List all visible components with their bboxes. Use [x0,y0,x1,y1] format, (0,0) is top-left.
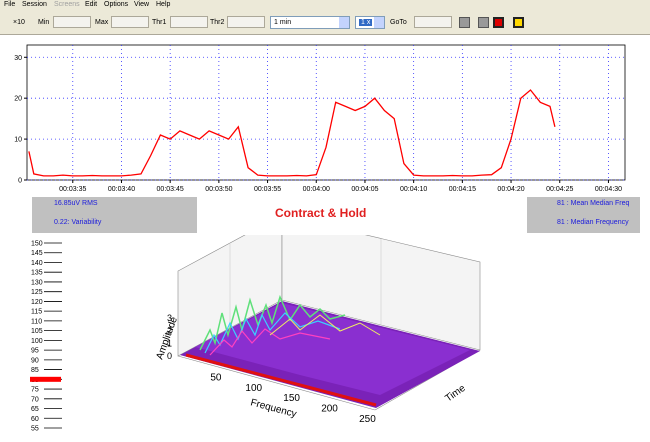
x-tick-label: 00:04:15 [449,186,476,193]
stats-left: 16.85uV RMS 0.22: Variability [32,197,197,233]
x-tick-label: 00:04:05 [351,186,378,193]
level-tick-label: 130 [31,279,43,286]
spectrum-surface [180,294,480,408]
toolbar: ×10 Min Max Thr1 Thr2 1 min 1 x GoTo [0,11,650,35]
level-tick-label: 60 [31,416,39,423]
gray-button[interactable] [478,17,489,28]
goto-input[interactable] [414,16,452,28]
frequency-tick: 50 [210,372,222,383]
menu-item[interactable]: Options [104,1,129,8]
level-tick-label: 95 [31,348,39,355]
x-tick-label: 00:03:45 [157,186,184,193]
mean-median-freq: 81 : Mean Median Freq [557,200,630,207]
rms-text: 16.85uV RMS [54,200,98,207]
speed-value: 1 x [359,19,373,26]
thr2-input[interactable] [227,16,265,28]
menu-item[interactable]: Screens [54,1,80,8]
amplitude-tick: 1 [167,338,172,348]
max-label: Max [95,19,109,26]
level-tick-label: 140 [31,260,43,267]
thr1-label: Thr1 [152,19,167,26]
amplitude-tick: 2 [167,326,172,336]
level-tick-label: 135 [31,270,43,277]
level-tick-label: 145 [31,250,43,257]
amplitude-tick: 3 [167,313,172,323]
x-tick-label: 00:04:30 [595,186,622,193]
y-tick-label: 0 [18,178,22,185]
stats-right: 81 : Mean Median Freq 81 : Median Freque… [527,197,640,233]
x-tick-label: 00:04:25 [546,186,573,193]
frequency-tick: 250 [359,414,376,425]
menu-item[interactable]: View [134,1,150,8]
x-tick-label: 00:03:55 [254,186,281,193]
dropdown-arrow [374,17,384,28]
level-tick-label: 115 [31,309,42,316]
variability-text: 0.22: Variability [54,219,102,226]
exercise-title: Contract & Hold [275,206,367,220]
plot-area [26,44,626,181]
menu-bar: File Session Screens Edit Options View H… [0,0,650,11]
median-frequency: 81 : Median Frequency [557,219,629,226]
gray-button[interactable] [459,17,470,28]
window-select[interactable]: 1 min [270,16,350,29]
amplitude-tick: 0 [167,351,172,361]
level-marker [30,376,61,382]
x-tick-label: 00:03:35 [59,186,86,193]
frequency-tick: 100 [245,383,262,394]
max-input[interactable] [111,16,149,28]
menu-item[interactable]: File [4,1,16,8]
level-tick-label: 75 [31,387,39,394]
thr2-label: Thr2 [210,19,225,26]
dropdown-arrow [339,17,349,28]
speed-select[interactable]: 1 x [355,16,385,29]
menu-item[interactable]: Edit [85,1,98,8]
level-tick-label: 85 [31,367,39,374]
x-tick-label: 00:04:00 [303,186,330,193]
x-tick-label: 00:04:10 [400,186,427,193]
pause-button[interactable] [513,17,524,28]
y-tick-label: 20 [14,96,22,103]
y-tick-label: 30 [14,55,22,62]
scale-button[interactable]: ×10 [13,19,25,26]
frequency-tick: 200 [321,404,338,415]
min-input[interactable] [53,16,91,28]
menu-item[interactable]: Help [156,1,171,8]
level-tick-label: 110 [31,318,42,325]
window-value: 1 min [274,19,292,26]
y-tick-label: 10 [14,137,22,144]
level-tick-label: 105 [31,328,43,335]
menu-item[interactable]: Session [22,1,47,8]
x-tick-label: 00:03:40 [108,186,135,193]
level-tick-label: 65 [31,406,39,413]
thr1-input[interactable] [170,16,208,28]
time-label: Time [443,383,468,405]
x-tick-label: 00:03:50 [205,186,232,193]
goto-label: GoTo [390,19,407,26]
trend-chart: 0 10 20 30 00:03:35 00:03:40 00:03:45 00:03:50 0… [14,44,626,193]
x-tick-label: 00:04:20 [497,186,524,193]
spectrum-box [177,235,481,411]
emg-trace [28,89,556,177]
level-tick-label: 90 [31,357,39,364]
level-tick-label: 125 [31,289,43,296]
level-tick-label: 70 [31,396,39,403]
level-tick-label: 100 [31,338,43,345]
record-button[interactable] [493,17,504,28]
frequency-tick: 150 [283,393,300,404]
lower-panel: 1501451401351301251201151101051009590858… [30,235,481,433]
level-tick-label: 150 [31,241,43,248]
min-label: Min [38,19,50,26]
level-tick-label: 120 [31,299,43,306]
level-tick-label: 55 [31,426,39,433]
